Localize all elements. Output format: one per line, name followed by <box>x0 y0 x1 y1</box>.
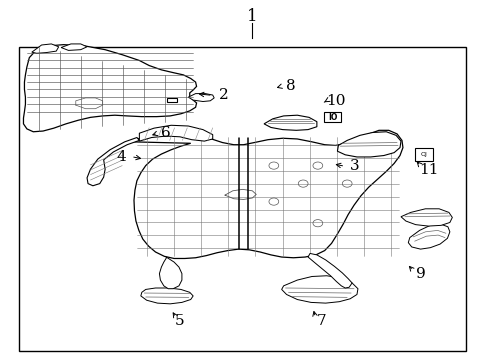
Polygon shape <box>323 112 341 122</box>
Polygon shape <box>281 276 357 303</box>
Polygon shape <box>167 98 177 102</box>
Polygon shape <box>159 257 182 289</box>
Polygon shape <box>132 130 402 258</box>
Text: IO: IO <box>327 112 337 122</box>
Text: 4: 4 <box>116 150 126 163</box>
Polygon shape <box>414 148 432 161</box>
Text: 3: 3 <box>349 159 359 173</box>
Polygon shape <box>32 44 59 53</box>
Text: 1: 1 <box>246 8 257 25</box>
Text: 11: 11 <box>419 163 438 177</box>
Text: 2: 2 <box>219 89 228 102</box>
Text: 9: 9 <box>415 267 425 281</box>
Text: 6: 6 <box>161 126 171 140</box>
Text: 8: 8 <box>285 80 295 93</box>
Polygon shape <box>400 209 451 226</box>
Polygon shape <box>61 44 87 50</box>
Text: 5: 5 <box>175 314 184 328</box>
Polygon shape <box>307 253 351 288</box>
Text: 7: 7 <box>316 314 326 328</box>
Polygon shape <box>264 115 316 130</box>
Polygon shape <box>139 125 212 141</box>
Polygon shape <box>188 94 214 102</box>
Text: OJ: OJ <box>420 152 427 157</box>
Polygon shape <box>87 138 139 186</box>
Polygon shape <box>141 288 193 304</box>
Polygon shape <box>23 45 196 132</box>
Polygon shape <box>337 132 400 157</box>
Text: 10: 10 <box>325 94 345 108</box>
Bar <box>19 47 465 351</box>
Polygon shape <box>407 224 449 249</box>
